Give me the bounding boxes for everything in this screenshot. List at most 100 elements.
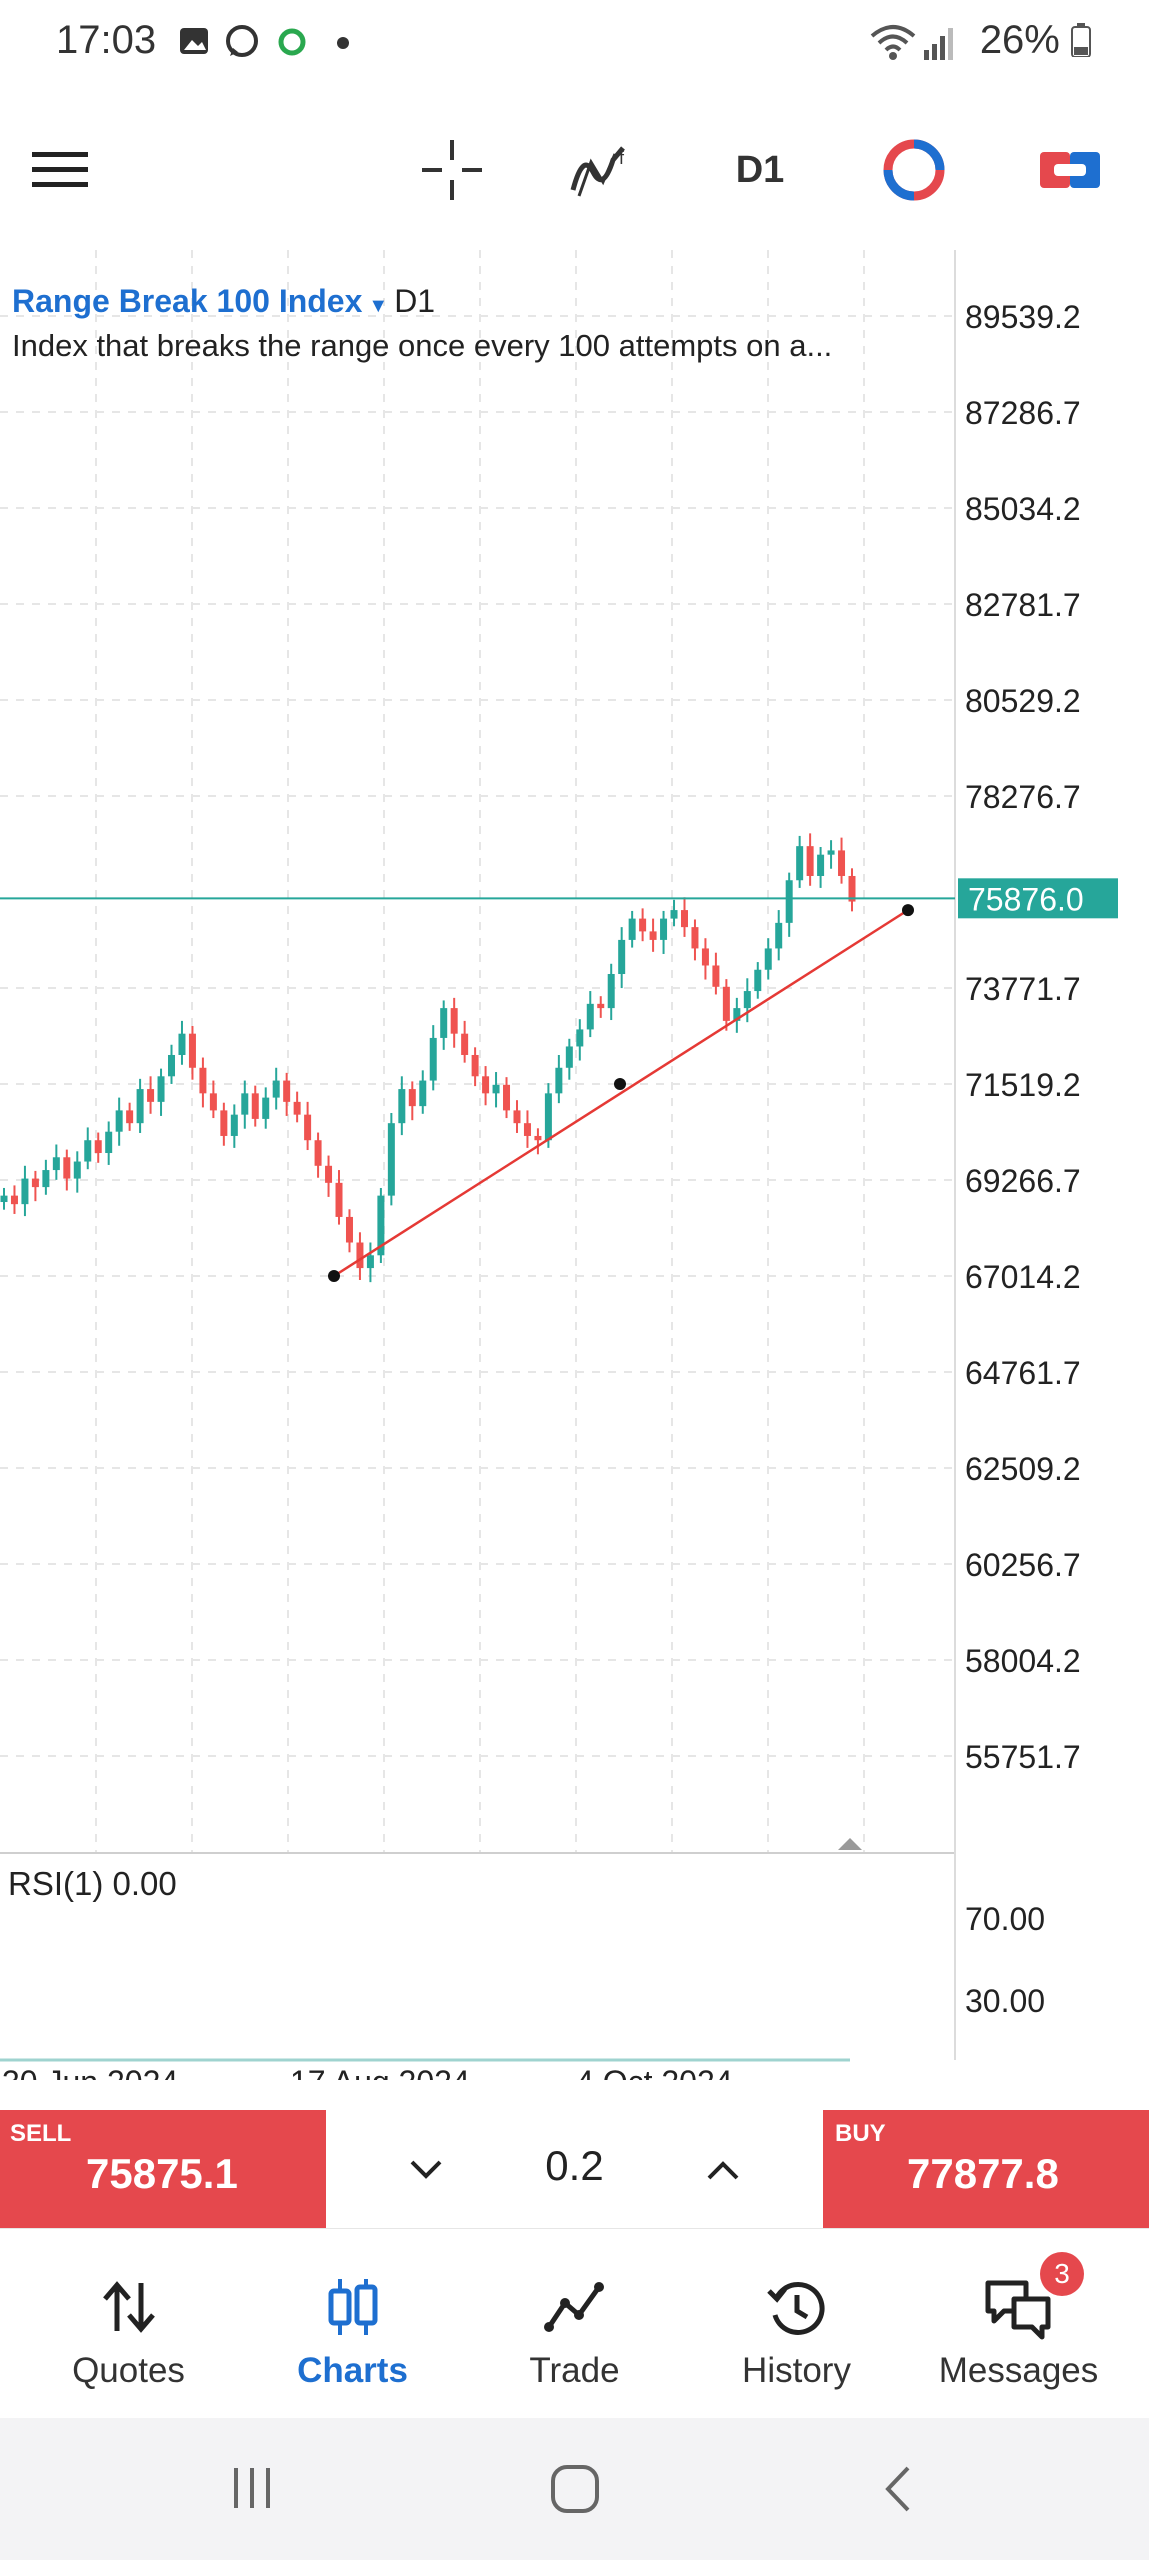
candle-body: [63, 1157, 71, 1179]
one-click-trading-button[interactable]: [874, 120, 954, 220]
trendline-handle[interactable]: [614, 1078, 626, 1090]
nav-quotes-label: Quotes: [72, 2351, 185, 2390]
trendline-handle[interactable]: [902, 904, 914, 917]
candle-body: [743, 991, 751, 1009]
buy-button[interactable]: BUY 77877.8: [823, 2110, 1149, 2228]
crosshair-icon: [422, 140, 482, 200]
price-axis-label: 67014.2: [965, 1259, 1081, 1295]
candle-body: [471, 1054, 479, 1077]
candle-body: [21, 1178, 29, 1205]
candle-body: [94, 1140, 102, 1154]
whatsapp-icon: [226, 25, 258, 57]
candle-body: [345, 1216, 353, 1243]
candle-body: [827, 850, 835, 855]
sell-button[interactable]: SELL 75875.1: [0, 2110, 326, 2228]
crosshair-button[interactable]: [412, 120, 492, 220]
nav-trade[interactable]: Trade: [460, 2229, 689, 2419]
battery-level: 26%: [980, 18, 1091, 63]
price-axis-label: 58004.2: [965, 1643, 1081, 1679]
symbol-dropdown-icon[interactable]: ▼: [368, 295, 389, 317]
candles: [0, 833, 856, 1283]
current-price-tag-text: 75876.0: [968, 881, 1084, 917]
candle-body: [188, 1033, 196, 1068]
menu-button[interactable]: [20, 120, 100, 220]
candle-body: [220, 1110, 228, 1136]
indicators-icon: f: [570, 146, 625, 197]
candle-body: [461, 1033, 469, 1055]
candle-body: [691, 927, 699, 949]
candle-body: [503, 1084, 511, 1111]
candle-body: [115, 1110, 123, 1132]
price-axis-label: 89539.2: [965, 299, 1081, 335]
candle-body: [251, 1093, 259, 1119]
messages-chat-icon: [985, 2280, 1050, 2340]
current-price-tag-background: [958, 878, 1118, 919]
candle-body: [838, 850, 846, 876]
new-order-button[interactable]: [1030, 120, 1110, 220]
nav-history[interactable]: History: [682, 2229, 911, 2419]
panel-resize-handle-icon[interactable]: [838, 1838, 862, 1850]
candle-body: [147, 1089, 155, 1102]
recent-apps-icon[interactable]: [228, 2464, 278, 2512]
chart-grid: [0, 250, 955, 1853]
bottom-navigation: Quotes Charts Trade History Messages: [0, 2228, 1149, 2419]
candle-body: [293, 1101, 301, 1115]
candle-body: [796, 846, 804, 881]
volume-value[interactable]: 0.2: [545, 2142, 604, 2189]
candle-body: [262, 1097, 270, 1119]
nav-messages[interactable]: Messages: [904, 2229, 1133, 2419]
candle-body: [482, 1076, 490, 1094]
candle-body: [52, 1157, 60, 1171]
time-axis-label: 30 Jun 2024: [2, 2064, 178, 2080]
symbol-row[interactable]: Range Break 100 Index ▼ D1: [12, 283, 962, 320]
nav-quotes[interactable]: Quotes: [14, 2229, 243, 2419]
timeframe-button[interactable]: D1: [720, 120, 800, 220]
time-axis-label: 17 Aug 2024: [290, 2064, 470, 2080]
wifi-icon: [870, 25, 916, 60]
candle-body: [84, 1140, 92, 1162]
rsi-level-label: 30.00: [965, 1983, 1045, 2019]
price-axis-label: 62509.2: [965, 1451, 1081, 1487]
volume-decrease-button[interactable]: [386, 2130, 466, 2210]
symbol-name[interactable]: Range Break 100 Index: [12, 283, 363, 319]
new-order-icon: [1040, 152, 1100, 188]
battery-percent: 26%: [979, 18, 1060, 62]
rsi-indicator-label[interactable]: RSI(1) 0.00: [8, 1865, 177, 1902]
nav-charts[interactable]: Charts: [238, 2229, 467, 2419]
quotes-arrows-icon: [102, 2281, 155, 2333]
trendline[interactable]: [333, 909, 909, 1278]
nav-charts-label: Charts: [297, 2351, 408, 2390]
candle-body: [73, 1161, 81, 1179]
candle-body: [157, 1076, 165, 1102]
price-chart[interactable]: 89539.2 87286.7 85034.2 82781.7 80529.2 78276…: [0, 250, 1149, 2080]
indicators-button[interactable]: f: [562, 120, 642, 220]
rsi-level-label: 70.00: [965, 1901, 1045, 1937]
candle-body: [178, 1033, 186, 1055]
hamburger-menu-icon: [32, 152, 88, 187]
sell-price: 75875.1: [86, 2150, 238, 2197]
rsi-levels: 70.00 30.00: [965, 1901, 1045, 2019]
trendline-group[interactable]: [328, 904, 914, 1282]
price-axis-label: 55751.7: [965, 1739, 1081, 1775]
home-icon[interactable]: [548, 2462, 602, 2516]
nav-messages-label: Messages: [938, 2351, 1099, 2390]
candle-body: [764, 948, 772, 970]
status-bar: 17:03 26%: [0, 0, 1149, 90]
candle-body: [31, 1178, 39, 1188]
volume-increase-button[interactable]: [683, 2130, 763, 2210]
candle-body: [565, 1046, 573, 1068]
candle-body: [848, 875, 856, 902]
back-icon[interactable]: [878, 2462, 918, 2516]
trendline-handle[interactable]: [328, 1270, 340, 1282]
candle-body: [701, 948, 709, 966]
candles-icon: [328, 2279, 377, 2335]
candle-body: [670, 910, 678, 919]
nav-trade-label: Trade: [529, 2351, 620, 2390]
nav-history-label: History: [742, 2351, 851, 2390]
candle-body: [607, 974, 615, 1009]
time-axis-labels: 30 Jun 2024 17 Aug 2024 4 Oct 2024: [2, 2064, 733, 2080]
candle-body: [419, 1080, 427, 1107]
candle-body: [314, 1140, 322, 1166]
candle-body: [440, 1008, 448, 1038]
candle-body: [168, 1054, 176, 1077]
